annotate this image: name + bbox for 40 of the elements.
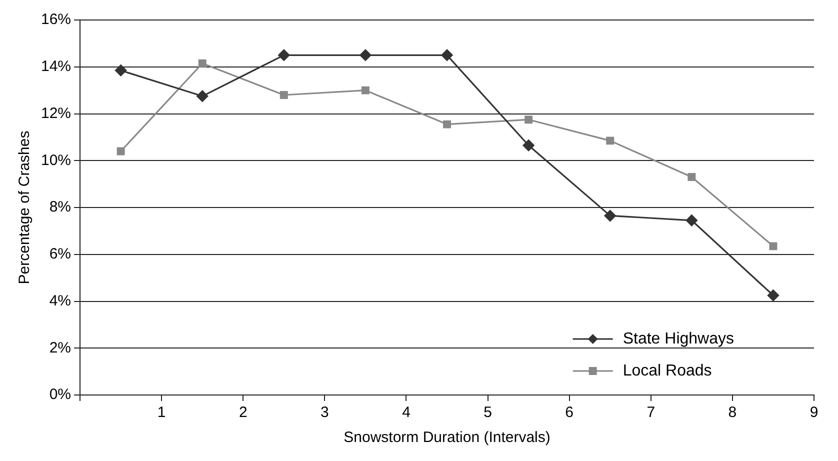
point — [198, 59, 206, 68]
x-tick-label: 9 — [810, 404, 818, 422]
y-tick-label: 0% — [49, 386, 72, 404]
y-tick-label: 16% — [40, 11, 72, 28]
point — [360, 49, 372, 61]
y-tick-label: 8% — [49, 198, 72, 216]
x-tick-label: 5 — [484, 404, 492, 422]
point — [361, 86, 370, 94]
y-tick-label: 14% — [40, 58, 72, 76]
x-tick-label: 4 — [402, 404, 410, 422]
point — [524, 116, 533, 124]
point — [688, 173, 696, 182]
y-tick-label: 12% — [40, 104, 72, 122]
point — [769, 242, 778, 250]
x-tick-label: 2 — [238, 404, 248, 422]
x-tick-label: 8 — [728, 404, 737, 422]
point — [767, 290, 780, 302]
point — [116, 147, 125, 156]
legend-label: Local Roads — [622, 362, 712, 380]
y-tick-label: 4% — [49, 292, 72, 310]
y-tick-label: 6% — [49, 246, 72, 263]
point — [522, 140, 534, 152]
x-tick-label: 3 — [320, 404, 329, 422]
point — [278, 49, 290, 61]
x-tick-label: 1 — [157, 404, 166, 422]
point — [606, 136, 614, 145]
point — [441, 49, 453, 61]
x-tick-label: 6 — [565, 404, 574, 422]
point — [443, 120, 451, 128]
point — [115, 64, 127, 76]
point — [686, 214, 698, 226]
x-tick-label: 7 — [646, 404, 656, 422]
y-tick-label: 10% — [40, 152, 72, 169]
y-axis-title: Percentage of Crashes — [16, 130, 34, 284]
point — [604, 210, 616, 222]
point — [280, 91, 288, 99]
x-axis-title: Snowstorm Duration (Intervals) — [344, 429, 550, 446]
y-tick-label: 2% — [49, 339, 72, 356]
legend-label: State Highways — [622, 330, 734, 348]
point — [196, 90, 208, 102]
